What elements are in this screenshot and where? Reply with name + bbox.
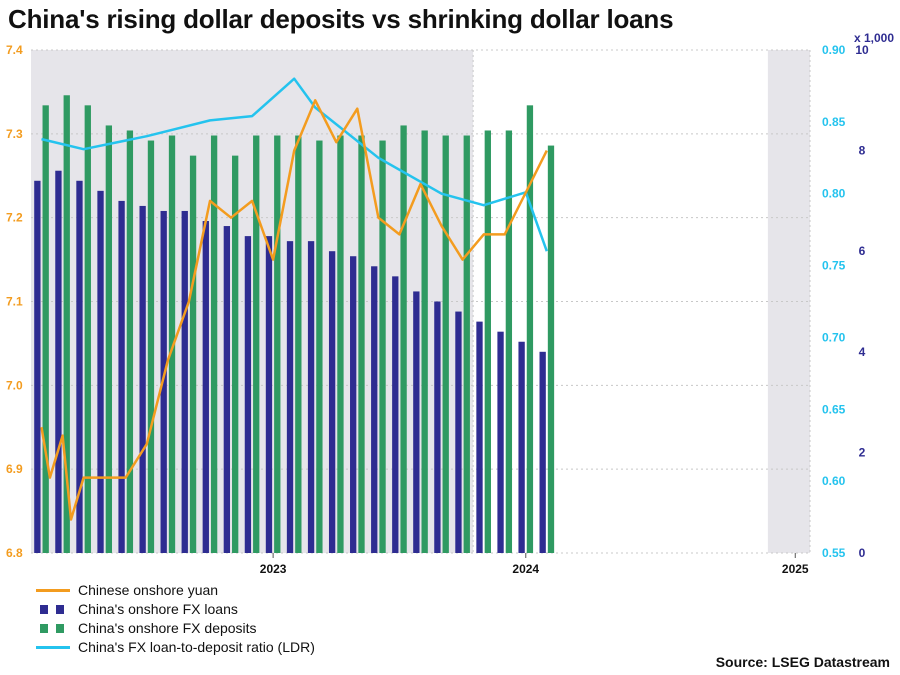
bar-deposits-2023-10 [484,130,491,554]
bar-deposits-2022-10 [232,155,239,553]
count-tick-4: 8 [859,144,866,158]
bar-loans-2023-05 [371,266,378,553]
bar-deposits-2022-06 [147,140,155,554]
ratio-tick-1: 0.60 [822,474,846,488]
bar-deposits-2022-02 [63,95,70,554]
count-unit-label: x 1,000 [854,31,894,45]
count-tick-0: 0 [859,546,866,560]
left-tick-1: 6.9 [6,462,23,476]
bar-loans-2022-04 [97,190,104,553]
bar-deposits-2022-09 [210,135,218,553]
bar-deposits-2023-01 [295,135,302,553]
bar-loans-2023-11 [497,331,504,553]
bar-loans-2023-01 [286,241,294,553]
bar-deposits-2023-04 [358,135,365,553]
bar-deposits-2024-01 [547,145,555,553]
bar-loans-2023-02 [307,241,315,553]
bar-loans-2023-12 [518,341,525,553]
bar-loans-2022-10 [223,226,231,554]
ratio-tick-7: 0.90 [822,43,846,57]
bar-loans-2022-06 [139,205,146,553]
x-label-2023: 2023 [260,562,287,576]
left-tick-2: 7.0 [6,378,23,392]
ratio-tick-5: 0.80 [822,187,846,201]
lines [40,77,548,521]
count-tick-1: 2 [859,445,866,459]
left-tick-4: 7.2 [6,211,23,225]
bar-deposits-2022-05 [126,130,134,554]
legend-swatch-loans [32,602,74,616]
bar-loans-2023-04 [350,256,357,553]
bar-deposits-2022-12 [274,135,281,553]
legend-label-loans: China's onshore FX loans [78,600,238,617]
ratio-tick-3: 0.70 [822,330,846,344]
bar-deposits-2023-07 [421,130,428,554]
left-tick-3: 7.1 [6,295,23,309]
bar-loans-2022-02 [55,170,62,553]
ratio-tick-0: 0.55 [822,546,846,560]
x-label-2025: 2025 [782,562,809,576]
bar-deposits-2023-03 [337,135,344,553]
legend-item-loans: China's onshore FX loans [32,599,315,618]
bar-loans-2022-11 [244,236,252,554]
bar-deposits-2022-07 [168,135,176,553]
bar-deposits-2023-11 [505,130,513,554]
legend-label-ldr: China's FX loan-to-deposit ratio (LDR) [78,638,315,655]
bar-deposits-2022-11 [253,135,260,553]
bar-loans-2022-01 [34,180,41,553]
bar-deposits-2023-12 [526,105,534,553]
left-tick-5: 7.3 [6,127,23,141]
bar-loans-2023-08 [434,301,441,553]
bar-loans-2022-09 [202,221,209,553]
legend: Chinese onshore yuan China's onshore FX … [32,580,315,656]
bar-deposits-2022-01 [42,105,49,553]
line-yuan [40,99,548,521]
bar-deposits-2022-08 [189,155,197,553]
left-tick-0: 6.8 [6,546,23,560]
legend-item-deposits: China's onshore FX deposits [32,618,315,637]
bar-deposits-2023-05 [379,140,386,554]
bar-deposits-2022-03 [84,105,91,553]
legend-swatch-ldr [32,640,74,654]
ratio-tick-6: 0.85 [822,115,846,129]
bar-deposits-2023-02 [316,140,323,554]
left-tick-6: 7.4 [6,43,23,57]
bar-deposits-2023-06 [400,125,407,553]
legend-item-yuan: Chinese onshore yuan [32,580,315,599]
ratio-tick-4: 0.75 [822,259,846,273]
legend-swatch-deposits [32,621,74,635]
count-tick-5: 10 [855,43,869,57]
x-label-2024: 2024 [512,562,539,576]
line-ldr [41,77,548,252]
bar-loans-2023-09 [455,311,462,553]
page-title: China's rising dollar deposits vs shrink… [8,4,674,34]
bar-deposits-2023-08 [442,135,449,553]
legend-label-deposits: China's onshore FX deposits [78,619,257,636]
ratio-tick-2: 0.65 [822,402,846,416]
bar-loans-2022-12 [265,236,273,554]
count-tick-2: 4 [859,345,866,359]
bar-loans-2023-06 [392,276,399,553]
bar-loans-2024-01 [539,351,546,553]
bar-loans-2022-05 [118,200,125,553]
source-note: Source: LSEG Datastream [715,654,890,670]
legend-label-yuan: Chinese onshore yuan [78,581,219,598]
bar-loans-2023-07 [413,291,420,553]
axes: 6.8 6.9 7.0 7.1 7.2 7.3 7.4 0.55 0.60 0.65 0.70 0.7… [6,31,894,576]
bar-deposits-2023-09 [463,135,470,553]
bar-deposits-2022-04 [105,125,113,553]
shaded-period-1 [767,50,810,553]
bar-loans-2022-03 [76,180,83,553]
bar-loans-2023-03 [328,251,336,553]
gridlines [31,49,811,554]
bar-loans-2023-10 [476,321,483,553]
legend-item-ldr: China's FX loan-to-deposit ratio (LDR) [32,637,315,656]
bar-loans-2022-08 [181,210,188,553]
legend-swatch-yuan [32,583,74,597]
count-tick-3: 6 [859,244,866,258]
